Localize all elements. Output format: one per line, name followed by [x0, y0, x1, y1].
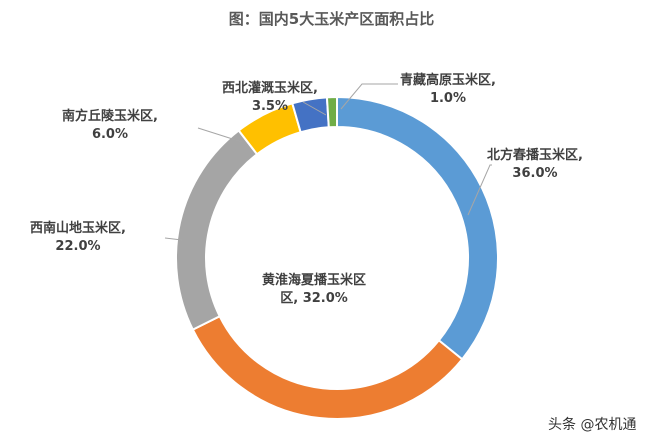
watermark: 头条 @农机通 [548, 417, 637, 433]
chart-title: 图：国内5大玉米产区面积占比 [228, 10, 435, 28]
data-label-qinghai-tibet: 青藏高原玉米区, 1.0% [400, 73, 496, 106]
donut-slice-huanghuaihai-summer [191, 314, 464, 420]
leader-line-southern-hilly [197, 127, 243, 143]
data-label-southern-hilly: 南方丘陵玉米区, 6.0% [62, 109, 158, 142]
donut-slice-qinghai-tibet [325, 95, 338, 129]
leader-line-northern-spring [467, 164, 492, 216]
leader-line-qinghai-tibet [340, 83, 398, 110]
data-label-huanghuaihai-summer: 黄淮海夏播玉米区 区, 32.0% [262, 273, 367, 306]
leader-line-southwest-mountain [164, 237, 183, 241]
data-label-southwest-mountain: 西南山地玉米区, 22.0% [30, 221, 126, 254]
data-label-northwest-irrigated: 西北灌溉玉米区, 3.5% [222, 81, 318, 114]
donut-slice-southwest-mountain [175, 129, 259, 331]
donut-slice-northern-spring [336, 95, 499, 361]
leader-line-northwest-irrigated [302, 101, 327, 116]
data-label-northern-spring: 北方春播玉米区, 36.0% [487, 148, 583, 181]
